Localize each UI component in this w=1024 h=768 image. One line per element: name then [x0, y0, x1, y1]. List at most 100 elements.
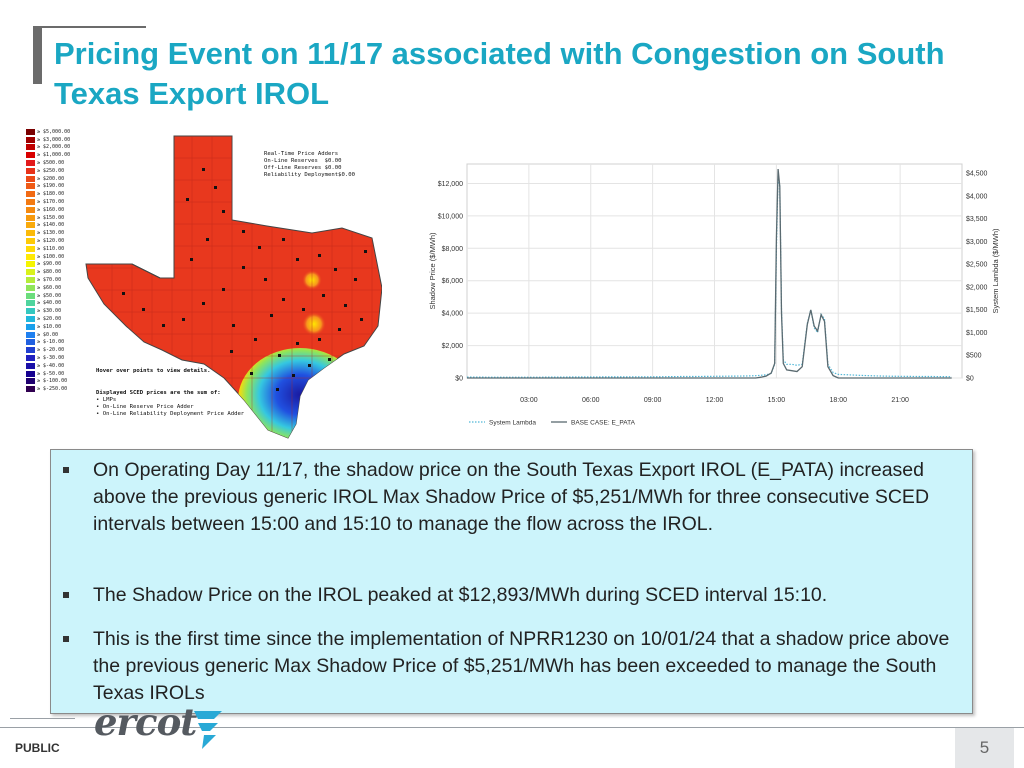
legend-label: ≥ $170.00: [37, 199, 65, 206]
settlement-point-marker[interactable]: [318, 254, 321, 257]
map-legend-entry: ≥ $-50.00: [26, 370, 82, 378]
settlement-point-marker[interactable]: [318, 338, 321, 341]
legend-label: ≥ $-50.00: [37, 370, 65, 377]
settlement-point-marker[interactable]: [282, 298, 285, 301]
legend-label: ≥ $-100.00: [37, 378, 68, 385]
settlement-point-marker[interactable]: [206, 238, 209, 241]
map-legend-entry: ≥ $70.00: [26, 276, 82, 284]
settlement-point-marker[interactable]: [222, 288, 225, 291]
map-legend-entry: ≥ $110.00: [26, 245, 82, 253]
page-number: 5: [955, 728, 1014, 768]
settlement-point-marker[interactable]: [162, 324, 165, 327]
legend-swatch: [26, 362, 35, 369]
settlement-point-marker[interactable]: [202, 302, 205, 305]
settlement-point-marker[interactable]: [222, 210, 225, 213]
settlement-point-marker[interactable]: [182, 318, 185, 321]
footer-divider: [0, 727, 1024, 728]
settlement-point-marker[interactable]: [296, 342, 299, 345]
settlement-point-marker[interactable]: [230, 350, 233, 353]
right-tick-label: $4,500: [966, 171, 988, 178]
series-line: [467, 168, 952, 379]
map-legend-entry: ≥ $200.00: [26, 175, 82, 183]
settlement-point-marker[interactable]: [322, 294, 325, 297]
left-tick-label: $4,000: [442, 311, 464, 318]
legend-label: ≥ $-10.00: [37, 339, 65, 346]
legend-swatch: [26, 253, 35, 260]
settlement-point-marker[interactable]: [276, 388, 279, 391]
slide-title: Pricing Event on 11/17 associated with C…: [54, 36, 945, 111]
legend-label: ≥ $150.00: [37, 214, 65, 221]
price-contour-map: ≥ $5,000.00 ≥ $3,000.00 ≥ $2,000.00 ≥ $1,00…: [26, 128, 382, 440]
legend-swatch: [26, 191, 35, 198]
legend-label: ≥ $50.00: [37, 292, 62, 299]
settlement-point-marker[interactable]: [122, 292, 125, 295]
map-legend-entry: ≥ $10.00: [26, 323, 82, 331]
map-legend-entry: ≥ $40.00: [26, 300, 82, 308]
settlement-point-marker[interactable]: [354, 278, 357, 281]
legend-swatch: [26, 378, 35, 385]
settlement-point-marker[interactable]: [302, 308, 305, 311]
legend-swatch: [26, 160, 35, 167]
settlement-point-marker[interactable]: [334, 268, 337, 271]
legend-swatch: [26, 277, 35, 284]
legend-swatch: [26, 152, 35, 159]
settlement-point-marker[interactable]: [214, 186, 217, 189]
series-line: [467, 175, 952, 378]
settlement-point-marker[interactable]: [186, 198, 189, 201]
legend-swatch: [26, 206, 35, 213]
map-legend-entry: ≥ $1,000.00: [26, 151, 82, 159]
settlement-point-marker[interactable]: [360, 318, 363, 321]
summary-box: On Operating Day 11/17, the shadow price…: [50, 449, 973, 714]
adder-online-value: $0.00: [324, 158, 342, 164]
right-axis-label: System Lambda ($/MWh): [991, 228, 1000, 314]
x-tick-label: 06:00: [582, 397, 600, 404]
map-legend-entry: ≥ $-100.00: [26, 378, 82, 386]
right-tick-label: $1,000: [966, 330, 988, 337]
legend-label: ≥ $130.00: [37, 230, 65, 237]
map-legend-entry: ≥ $50.00: [26, 292, 82, 300]
settlement-point-marker[interactable]: [338, 328, 341, 331]
settlement-point-marker[interactable]: [258, 246, 261, 249]
settlement-point-marker[interactable]: [242, 266, 245, 269]
map-legend-entry: ≥ $60.00: [26, 284, 82, 292]
classification-label: PUBLIC: [15, 741, 60, 755]
settlement-point-marker[interactable]: [364, 250, 367, 253]
legend-label: ≥ $-250.00: [37, 386, 68, 393]
legend-label: ≥ $200.00: [37, 175, 65, 182]
settlement-point-marker[interactable]: [278, 354, 281, 357]
price-adders-box: Real-Time Price Adders On-Line Reserves …: [264, 151, 355, 179]
legend-swatch: [26, 370, 35, 377]
right-tick-label: $3,000: [966, 239, 988, 246]
sced-note-item: • LMPs: [96, 397, 117, 403]
right-tick-label: $500: [966, 353, 982, 360]
settlement-point-marker[interactable]: [250, 372, 253, 375]
legend-label: ≥ $70.00: [37, 277, 62, 284]
settlement-point-marker[interactable]: [344, 304, 347, 307]
settlement-point-marker[interactable]: [292, 374, 295, 377]
settlement-point-marker[interactable]: [232, 324, 235, 327]
right-tick-label: $2,500: [966, 262, 988, 269]
bullet-text: This is the first time since the impleme…: [93, 628, 950, 704]
settlement-point-marker[interactable]: [328, 358, 331, 361]
bullet-square-icon: [63, 636, 69, 642]
settlement-point-marker[interactable]: [254, 338, 257, 341]
settlement-point-marker[interactable]: [296, 258, 299, 261]
settlement-point-marker[interactable]: [190, 258, 193, 261]
map-legend-entry: ≥ $-40.00: [26, 362, 82, 370]
settlement-point-marker[interactable]: [202, 168, 205, 171]
x-tick-label: 09:00: [644, 397, 662, 404]
legend-label: System Lambda: [489, 420, 536, 427]
settlement-point-marker[interactable]: [264, 278, 267, 281]
settlement-point-marker[interactable]: [142, 308, 145, 311]
map-legend-entry: ≥ $-20.00: [26, 346, 82, 354]
settlement-point-marker[interactable]: [242, 230, 245, 233]
legend-label: ≥ $20.00: [37, 316, 62, 323]
settlement-point-marker[interactable]: [308, 364, 311, 367]
map-legend-entry: ≥ $130.00: [26, 229, 82, 237]
hover-note: Hover over points to view details.: [96, 368, 211, 374]
legend-label: ≥ $110.00: [37, 245, 65, 252]
settlement-point-marker[interactable]: [270, 314, 273, 317]
legend-swatch: [26, 238, 35, 245]
settlement-point-marker[interactable]: [282, 238, 285, 241]
legend-swatch: [26, 175, 35, 182]
